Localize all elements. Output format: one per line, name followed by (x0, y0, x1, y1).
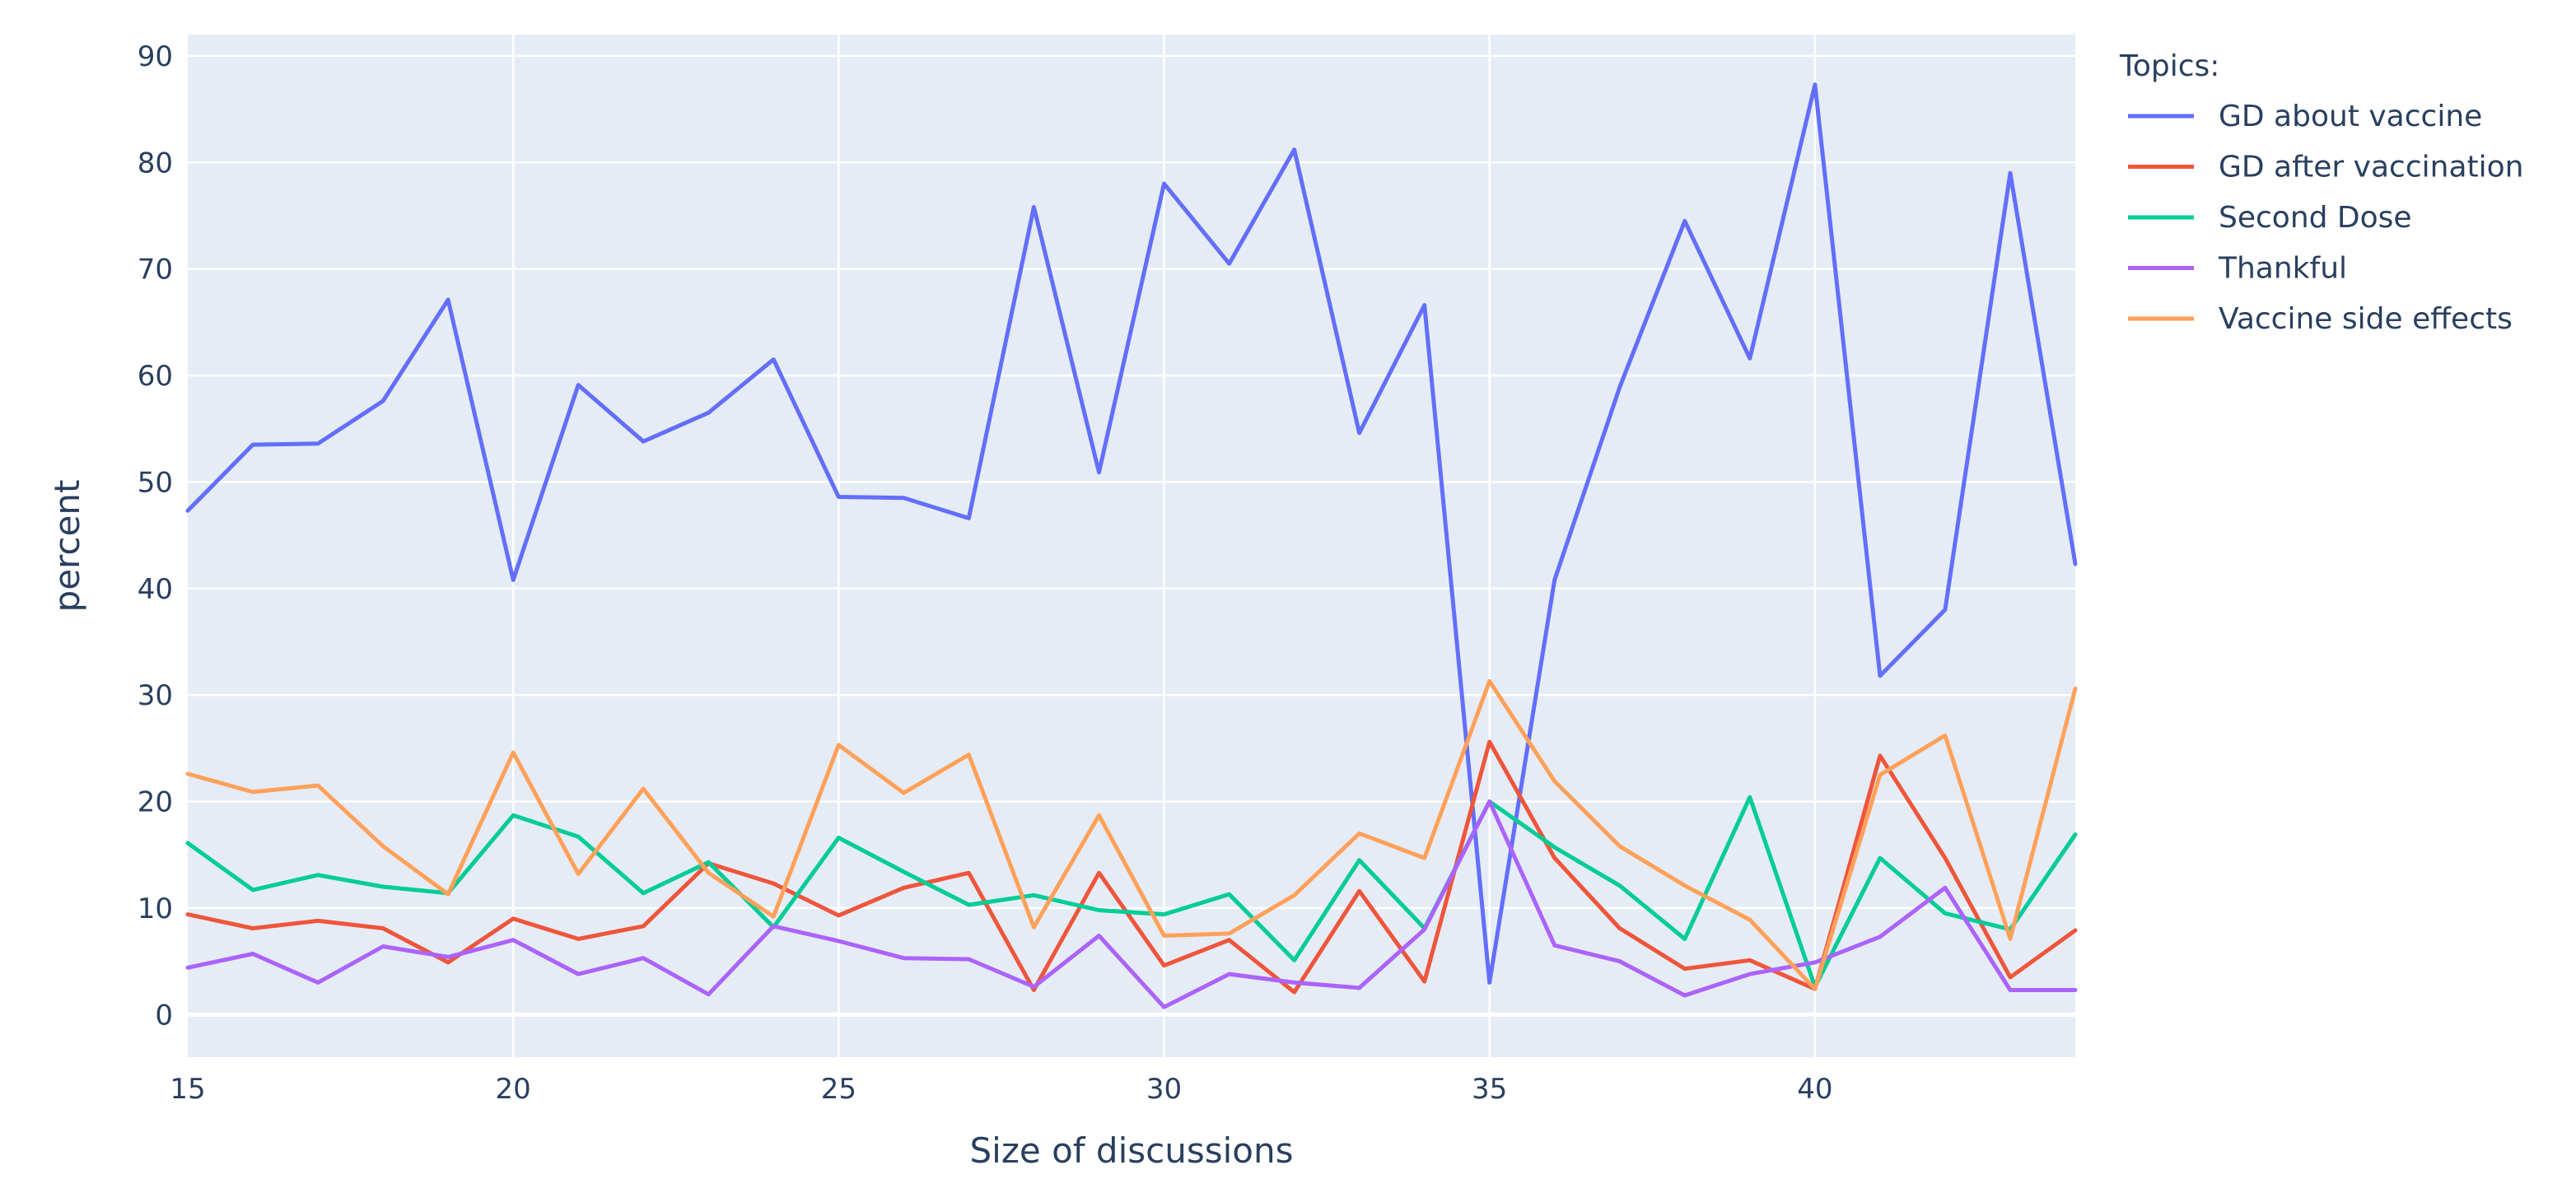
y-axis-title: percent (47, 480, 87, 613)
x-axis-title: Size of discussions (970, 1130, 1294, 1171)
legend-label: Thankful (2218, 252, 2347, 286)
plot-background (188, 35, 2075, 1057)
x-tick-label: 40 (1797, 1073, 1832, 1106)
series-line-gd-after-vaccination[interactable] (185, 739, 2078, 995)
x-tick-label: 30 (1146, 1073, 1182, 1106)
y-tick-label: 80 (138, 147, 173, 179)
x-tick-label: 35 (1472, 1073, 1507, 1106)
legend-item-thankful[interactable]: Thankful (2128, 252, 2347, 286)
y-tick-label: 10 (138, 892, 173, 925)
x-tick-label: 15 (170, 1073, 205, 1106)
legend-title: Topics: (2119, 49, 2219, 83)
series-line-gd-about-vaccine[interactable] (185, 82, 2078, 985)
x-tick-label: 20 (496, 1073, 531, 1106)
legend-item-gd-after-vaccination[interactable]: GD after vaccination (2128, 151, 2523, 184)
y-tick-label: 40 (138, 573, 173, 606)
y-tick-label: 0 (155, 999, 173, 1032)
series-line-second-dose[interactable] (185, 795, 2078, 990)
series-lines (185, 82, 2078, 1009)
legend-item-gd-about-vaccine[interactable]: GD about vaccine (2128, 100, 2482, 133)
x-tick-labels: 15 20 25 30 35 40 (170, 1073, 1832, 1106)
y-tick-label: 50 (138, 466, 173, 499)
y-tick-label: 20 (138, 786, 173, 819)
series-line-vaccine-side-effects[interactable] (185, 678, 2078, 991)
y-tick-label: 70 (138, 254, 173, 287)
y-tick-label: 30 (138, 679, 173, 712)
grid-lines (188, 35, 2075, 1057)
legend-label: GD about vaccine (2219, 100, 2482, 133)
series-line-thankful[interactable] (185, 799, 2078, 1009)
legend[interactable]: Topics: GD about vaccine GD after vaccina… (2119, 49, 2523, 336)
legend-label: Second Dose (2219, 201, 2412, 235)
y-tick-labels: 0 10 20 30 40 50 60 70 80 90 (138, 40, 173, 1032)
y-tick-label: 60 (138, 360, 173, 393)
legend-label: GD after vaccination (2219, 151, 2523, 184)
y-tick-label: 90 (138, 40, 173, 73)
legend-label: Vaccine side effects (2219, 302, 2513, 336)
legend-item-vaccine-side-effects[interactable]: Vaccine side effects (2128, 302, 2513, 336)
legend-item-second-dose[interactable]: Second Dose (2128, 201, 2412, 235)
x-tick-label: 25 (821, 1073, 856, 1106)
